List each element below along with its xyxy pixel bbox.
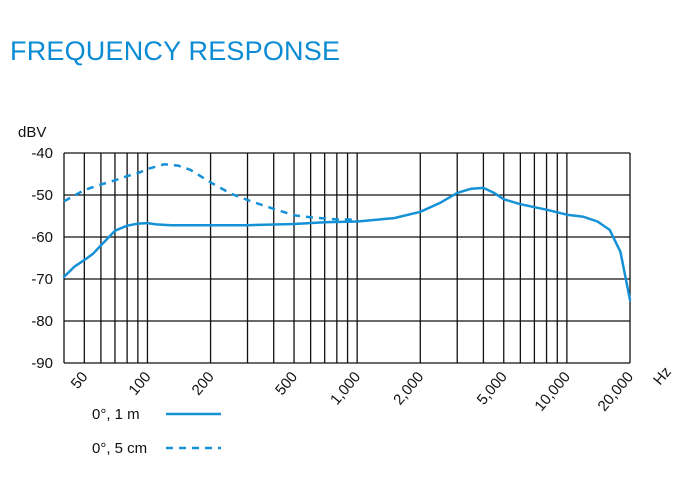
x-tick-label: 2,000	[390, 369, 427, 409]
legend: 0°, 1 m 0°, 5 cm	[92, 406, 221, 457]
y-tick-label: -60	[31, 229, 53, 246]
grid	[63, 152, 631, 364]
x-tick-label: 10,000	[531, 369, 574, 415]
x-tick-label: 200	[189, 369, 218, 399]
series-line-1	[63, 163, 358, 222]
chart-title: FREQUENCY RESPONSE	[10, 36, 341, 66]
x-tick-label: 500	[272, 369, 301, 399]
legend-label-5cm: 0°, 5 cm	[92, 440, 147, 457]
x-tick-label: 5,000	[474, 369, 511, 409]
y-tick-label: -40	[31, 145, 53, 162]
x-axis-label: Hz	[650, 364, 675, 389]
x-tick-labels: 50 100 200 500 1,000 2,000 5,000 10,000 20,000	[68, 369, 637, 415]
x-tick-label: 50	[68, 369, 92, 393]
legend-label-1m: 0°, 1 m	[92, 406, 140, 423]
y-tick-labels: -40 -50 -60 -70 -80 -90	[31, 145, 53, 372]
x-tick-label: 1,000	[327, 369, 364, 409]
x-tick-label: 100	[125, 369, 154, 399]
y-tick-label: -90	[31, 355, 53, 372]
y-tick-label: -50	[31, 187, 53, 204]
y-tick-label: -70	[31, 271, 53, 288]
series-line-0	[62, 186, 632, 302]
y-tick-label: -80	[31, 313, 53, 330]
x-tick-label: 20,000	[595, 369, 638, 415]
y-axis-label: dBV	[18, 124, 46, 141]
curves	[62, 163, 632, 302]
